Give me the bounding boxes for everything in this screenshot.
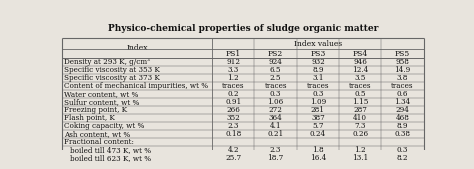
Text: 912: 912 [227, 58, 240, 66]
Text: 1.34: 1.34 [394, 98, 410, 106]
Text: 18.7: 18.7 [267, 154, 284, 162]
Text: Density at 293 K, g/cm³: Density at 293 K, g/cm³ [64, 58, 150, 66]
Text: 0.5: 0.5 [355, 90, 366, 98]
Text: 3.8: 3.8 [397, 74, 408, 82]
Text: traces: traces [264, 82, 287, 90]
Text: 1.09: 1.09 [310, 98, 326, 106]
Text: 294: 294 [396, 106, 410, 114]
Text: 4.2: 4.2 [228, 146, 239, 154]
Text: 1.8: 1.8 [312, 146, 324, 154]
Text: 8.2: 8.2 [397, 154, 408, 162]
Text: 1.06: 1.06 [267, 98, 284, 106]
Text: Freezing point, K: Freezing point, K [64, 106, 128, 114]
Text: Fractional content:: Fractional content: [64, 138, 135, 146]
Text: Sulfur content, wt %: Sulfur content, wt % [64, 98, 140, 106]
Text: 0.3: 0.3 [312, 90, 324, 98]
Text: 6.5: 6.5 [270, 66, 282, 74]
Text: traces: traces [307, 82, 329, 90]
Text: traces: traces [222, 82, 245, 90]
Text: traces: traces [349, 82, 372, 90]
Text: 13.1: 13.1 [352, 154, 368, 162]
Text: 0.91: 0.91 [225, 98, 241, 106]
Text: 946: 946 [353, 58, 367, 66]
Text: 924: 924 [269, 58, 283, 66]
Text: traces: traces [391, 82, 414, 90]
Text: 0.24: 0.24 [310, 130, 326, 138]
Text: 0.3: 0.3 [270, 90, 282, 98]
Text: Content of mechanical impurities, wt %: Content of mechanical impurities, wt % [64, 82, 209, 90]
Text: Physico-chemical properties of sludge organic matter: Physico-chemical properties of sludge or… [108, 23, 378, 33]
Text: 16.4: 16.4 [310, 154, 326, 162]
Text: Coking capacity, wt %: Coking capacity, wt % [64, 122, 145, 130]
Text: 352: 352 [227, 114, 240, 122]
Text: 3.5: 3.5 [355, 74, 366, 82]
Text: 0.18: 0.18 [225, 130, 241, 138]
Text: 2.5: 2.5 [270, 74, 282, 82]
Text: 2.3: 2.3 [228, 122, 239, 130]
Text: Specific viscosity at 353 K: Specific viscosity at 353 K [64, 66, 160, 74]
Text: PS1: PS1 [226, 50, 241, 58]
Text: 266: 266 [227, 106, 240, 114]
Text: 932: 932 [311, 58, 325, 66]
Text: Ash content, wt %: Ash content, wt % [64, 130, 131, 138]
Text: 2.3: 2.3 [270, 146, 282, 154]
Text: 3.1: 3.1 [312, 74, 324, 82]
Text: 387: 387 [311, 114, 325, 122]
Text: 5.7: 5.7 [312, 122, 324, 130]
Text: 4.1: 4.1 [270, 122, 282, 130]
Text: 281: 281 [311, 106, 325, 114]
Text: 25.7: 25.7 [225, 154, 241, 162]
Text: 958: 958 [396, 58, 410, 66]
Text: 8.9: 8.9 [397, 122, 408, 130]
Text: 1.2: 1.2 [355, 146, 366, 154]
Text: 0.2: 0.2 [228, 90, 239, 98]
Text: Index values: Index values [294, 40, 342, 47]
Text: boiled till 623 K, wt %: boiled till 623 K, wt % [70, 154, 151, 162]
Text: 3.3: 3.3 [228, 66, 239, 74]
Text: 1.15: 1.15 [352, 98, 368, 106]
Text: 12.4: 12.4 [352, 66, 368, 74]
Text: Flash point, K: Flash point, K [64, 114, 115, 122]
Text: 7.3: 7.3 [355, 122, 366, 130]
Text: PS4: PS4 [353, 50, 368, 58]
Text: Specific viscosity at 373 K: Specific viscosity at 373 K [64, 74, 160, 82]
Text: 287: 287 [353, 106, 367, 114]
Text: PS2: PS2 [268, 50, 283, 58]
Text: 0.26: 0.26 [352, 130, 368, 138]
Text: 8.9: 8.9 [312, 66, 324, 74]
Text: boiled till 473 K, wt %: boiled till 473 K, wt % [70, 146, 151, 154]
Text: Water content, wt %: Water content, wt % [64, 90, 139, 98]
Text: 468: 468 [396, 114, 410, 122]
Text: 364: 364 [269, 114, 283, 122]
Text: Index: Index [127, 44, 148, 52]
Text: 14.9: 14.9 [394, 66, 410, 74]
Text: 0.6: 0.6 [397, 90, 408, 98]
Text: 0.38: 0.38 [394, 130, 410, 138]
Text: PS3: PS3 [310, 50, 326, 58]
Text: PS5: PS5 [395, 50, 410, 58]
Text: 0.3: 0.3 [397, 146, 408, 154]
Text: 410: 410 [353, 114, 367, 122]
Text: 272: 272 [269, 106, 283, 114]
Text: 1.2: 1.2 [228, 74, 239, 82]
Text: 0.21: 0.21 [267, 130, 284, 138]
